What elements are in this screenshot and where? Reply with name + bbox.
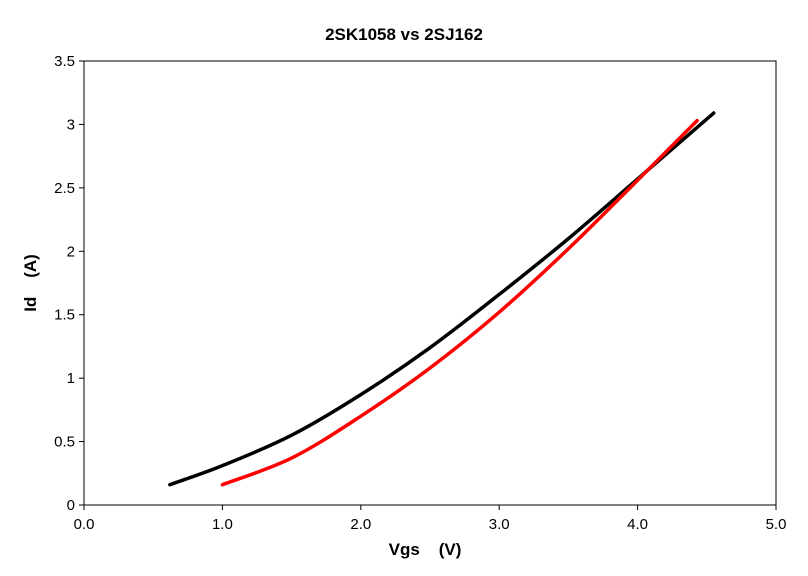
x-tick-label: 4.0: [627, 516, 648, 533]
x-tick-label: 3.0: [489, 516, 510, 533]
plot-area: [83, 60, 777, 506]
x-axis-label: Vgs (V): [389, 540, 462, 559]
y-tick-label: 3.5: [54, 53, 75, 70]
y-tick-label: 3: [67, 116, 75, 133]
series-line-1: [168, 111, 716, 487]
x-tick-label: 0.0: [74, 516, 95, 533]
y-tick-label: 2: [67, 243, 75, 260]
chart-title: 2SK1058 vs 2SJ162: [325, 25, 483, 44]
y-tick-label: 1: [67, 370, 75, 387]
x-axis-ticks: 0.0 1.0 2.0 3.0 4.0 5.0: [74, 505, 787, 533]
y-axis-label: Id (A): [21, 254, 40, 312]
y-tick-label: 2.5: [54, 180, 75, 197]
y-axis-ticks: 0 0.5 1 1.5 2 2.5 3 3.5: [54, 53, 84, 514]
x-tick-label: 5.0: [766, 516, 787, 533]
x-tick-label: 2.0: [350, 516, 371, 533]
y-tick-label: 0: [67, 497, 75, 514]
x-tick-label: 1.0: [212, 516, 233, 533]
series-layer: [168, 111, 716, 487]
y-tick-label: 1.5: [54, 307, 75, 324]
y-tick-label: 0.5: [54, 434, 75, 451]
series-line-2: [220, 118, 699, 487]
